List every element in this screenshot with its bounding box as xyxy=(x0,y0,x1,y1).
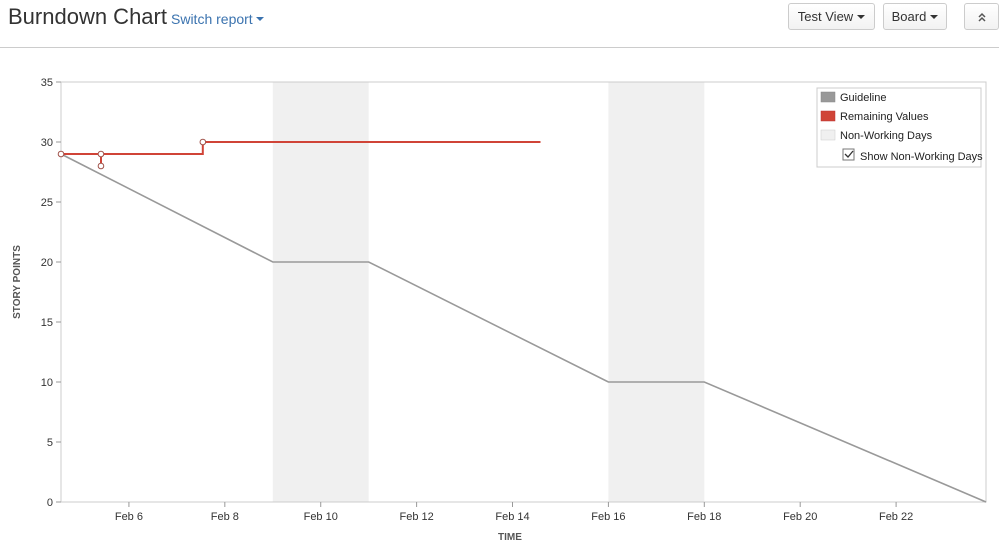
series-line-guideline xyxy=(60,153,987,503)
board-button[interactable]: Board xyxy=(883,3,947,30)
x-tick-label: Feb 18 xyxy=(687,511,721,523)
y-tick-label: 30 xyxy=(41,137,53,149)
checkmark-icon xyxy=(844,150,854,158)
caret-down-icon xyxy=(255,17,264,22)
x-tick-label: Feb 14 xyxy=(495,511,529,523)
plot-area xyxy=(60,81,987,503)
legend-swatch-guideline xyxy=(820,91,836,103)
non-working-days-band xyxy=(608,82,705,502)
y-tick-label: 25 xyxy=(41,197,53,209)
x-tick-label: Feb 16 xyxy=(591,511,625,523)
x-axis-title: TIME xyxy=(498,532,522,542)
x-tick-label: Feb 12 xyxy=(399,511,433,523)
x-tick-label: Feb 22 xyxy=(879,511,913,523)
y-tick-label: 10 xyxy=(41,377,53,389)
caret-down-icon xyxy=(857,14,866,19)
show-non-working-days-checkbox[interactable] xyxy=(842,148,855,161)
y-tick-label: 0 xyxy=(47,497,53,509)
data-point-remaining-values xyxy=(199,138,207,146)
legend-label-guideline: Guideline xyxy=(840,92,886,104)
y-tick-label: 35 xyxy=(41,77,53,89)
data-point-remaining-values xyxy=(97,162,105,170)
x-tick-label: Feb 8 xyxy=(211,511,239,523)
view-selector-label: Test View xyxy=(797,9,854,24)
y-axis: 0 5 10 15 20 25 30 35 xyxy=(41,77,61,509)
report-header: Burndown Chart Switch report Test View B… xyxy=(0,0,999,48)
view-selector-button[interactable]: Test View xyxy=(788,3,875,30)
legend-label-remaining-values: Remaining Values xyxy=(840,111,929,123)
y-tick-label: 5 xyxy=(47,437,53,449)
data-point-remaining-values xyxy=(57,150,65,158)
double-chevron-up-icon xyxy=(977,12,986,22)
y-tick-label: 20 xyxy=(41,257,53,269)
chart-legend: Guideline Remaining Values Non-Working D… xyxy=(816,87,983,168)
legend-swatch-remaining-values xyxy=(820,110,836,122)
switch-report-dropdown[interactable]: Switch report xyxy=(171,11,264,27)
x-tick-label: Feb 10 xyxy=(304,511,338,523)
switch-report-label: Switch report xyxy=(171,11,253,27)
caret-down-icon xyxy=(930,14,939,19)
y-axis-title: STORY POINTS xyxy=(12,245,23,319)
series-layer xyxy=(57,138,987,503)
x-tick-label: Feb 6 xyxy=(115,511,143,523)
legend-swatch-non-working-days xyxy=(820,129,836,141)
x-axis: Feb 6 Feb 8 Feb 10 Feb 12 Feb 14 Feb 16 Feb 18… xyxy=(115,502,913,523)
board-button-label: Board xyxy=(891,9,927,24)
show-non-working-days-label: Show Non-Working Days xyxy=(860,151,983,163)
data-point-remaining-values xyxy=(97,150,105,158)
legend-label-non-working-days: Non-Working Days xyxy=(840,130,933,142)
checkbox-box[interactable] xyxy=(842,148,855,161)
collapse-header-button[interactable] xyxy=(964,3,999,30)
page-title: Burndown Chart xyxy=(8,4,167,29)
x-tick-label: Feb 20 xyxy=(783,511,817,523)
non-working-days-layer xyxy=(272,82,705,502)
y-tick-label: 15 xyxy=(41,317,53,329)
non-working-days-band xyxy=(272,82,369,502)
